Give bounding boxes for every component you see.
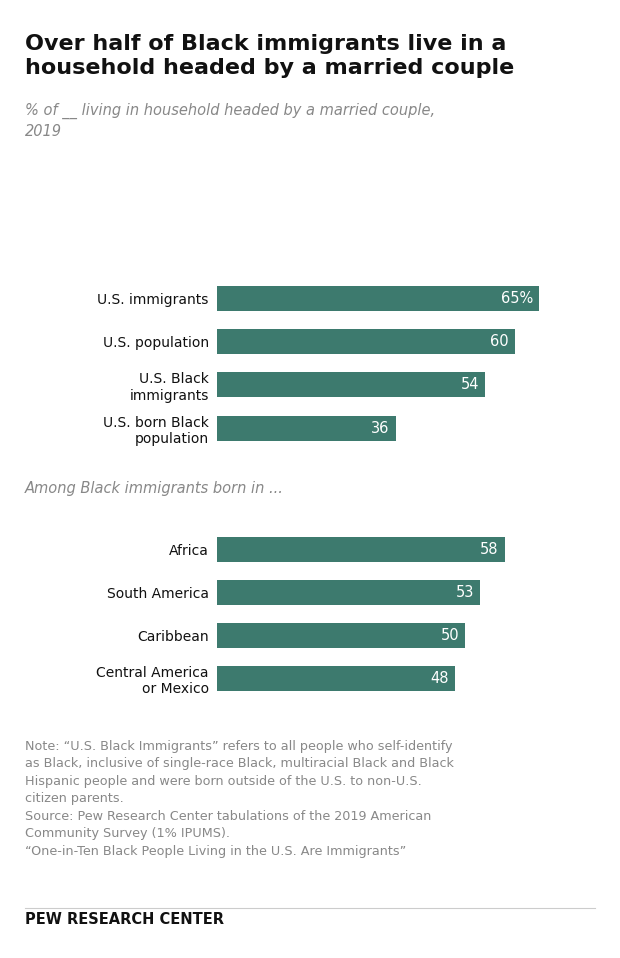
Text: % of __ living in household headed by a married couple,
2019: % of __ living in household headed by a … — [25, 103, 435, 139]
Text: 58: 58 — [480, 541, 498, 557]
Text: 36: 36 — [371, 421, 389, 436]
Text: 53: 53 — [456, 584, 474, 600]
Text: 60: 60 — [490, 334, 508, 349]
Bar — [217, 285, 539, 311]
Bar — [217, 580, 480, 604]
Text: PEW RESEARCH CENTER: PEW RESEARCH CENTER — [25, 912, 224, 927]
Text: 48: 48 — [431, 672, 449, 686]
Text: 50: 50 — [440, 628, 459, 643]
Text: Among Black immigrants born in ...: Among Black immigrants born in ... — [25, 481, 284, 496]
Text: 54: 54 — [461, 377, 479, 393]
Text: Over half of Black immigrants live in a
household headed by a married couple: Over half of Black immigrants live in a … — [25, 34, 514, 78]
Bar — [217, 330, 515, 354]
Bar — [217, 536, 505, 561]
Bar — [217, 373, 485, 398]
Bar — [217, 666, 455, 692]
Bar — [217, 416, 396, 441]
Text: 65%: 65% — [501, 291, 533, 306]
Text: Note: “U.S. Black Immigrants” refers to all people who self-identify
as Black, i: Note: “U.S. Black Immigrants” refers to … — [25, 740, 454, 857]
Bar — [217, 623, 465, 648]
